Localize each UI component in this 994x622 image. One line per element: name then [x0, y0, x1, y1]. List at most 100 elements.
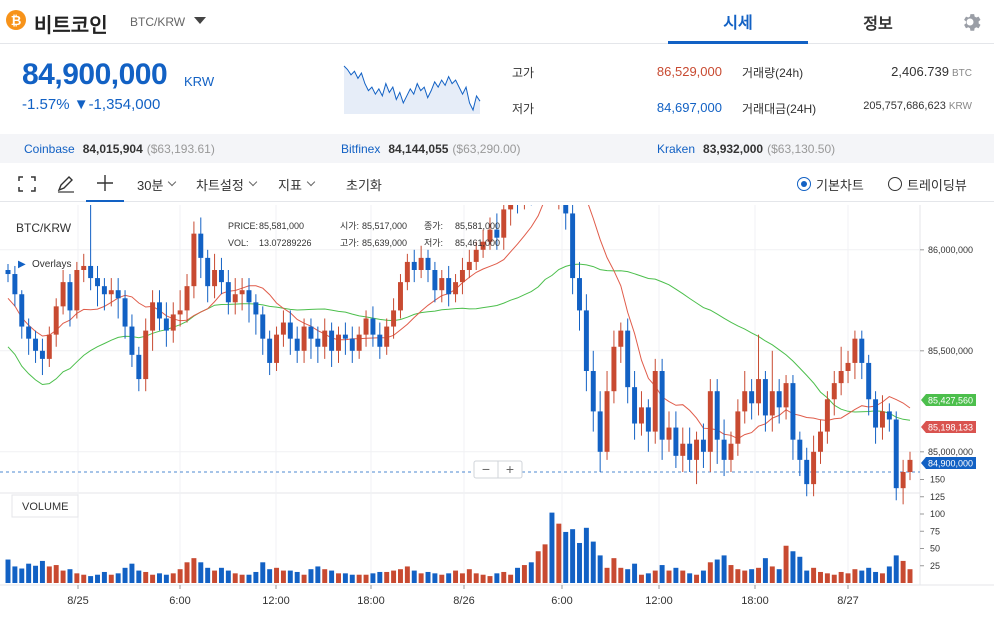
- svg-text:85,198,133: 85,198,133: [928, 423, 973, 433]
- tab-info[interactable]: 정보: [863, 16, 893, 33]
- candle-body: [583, 310, 589, 371]
- coin-pair[interactable]: BTC/KRW: [130, 15, 186, 29]
- candle-body: [26, 326, 32, 339]
- coin-name[interactable]: 비트코인: [34, 15, 108, 37]
- volume-bar: [198, 562, 204, 583]
- candle-body: [700, 439, 706, 452]
- volume-bar: [60, 570, 66, 583]
- candle-body: [446, 278, 452, 295]
- candle-body: [239, 290, 245, 295]
- volume-bar: [446, 573, 452, 583]
- volume-bar: [129, 563, 135, 583]
- volume-label: 거래량(24h): [742, 66, 804, 80]
- candle-body: [363, 318, 369, 335]
- volume-bar: [618, 567, 624, 583]
- volume-bar: [39, 560, 45, 583]
- candlestick-chart[interactable]: 86,500,00086,000,00085,500,00085,000,000…: [0, 47, 994, 622]
- overlays-toggle[interactable]: Overlays: [32, 259, 71, 270]
- volume-bar: [212, 570, 218, 583]
- svg-text:85,517,000: 85,517,000: [362, 221, 407, 231]
- candle-body: [260, 314, 266, 339]
- candle-body: [425, 257, 431, 270]
- overlays-toggle-icon[interactable]: ▶: [18, 259, 26, 270]
- volume-bar: [735, 569, 741, 583]
- price-change: -1.57% ▼-1,354,000: [22, 96, 160, 113]
- volume-bar: [673, 567, 679, 583]
- volume-bar: [459, 573, 465, 583]
- zoom-out-icon[interactable]: −: [482, 461, 490, 477]
- candle-body: [253, 302, 259, 315]
- volume-bar: [432, 573, 438, 583]
- indicators-select[interactable]: 지표: [278, 166, 316, 202]
- low-value: 84,697,000: [656, 100, 722, 115]
- fullscreen-icon[interactable]: [18, 176, 36, 192]
- sparkline-line: [343, 65, 481, 112]
- zoom-in-icon[interactable]: +: [506, 461, 514, 477]
- interval-select[interactable]: 30분: [137, 166, 177, 202]
- crosshair-icon: [97, 175, 113, 191]
- candle-body: [274, 334, 280, 363]
- candle-body: [198, 233, 204, 258]
- volume-bar: [425, 571, 431, 583]
- candle-body: [308, 326, 314, 339]
- candle-body: [501, 209, 507, 238]
- candle-body: [638, 407, 644, 424]
- coin-selector-caret-icon[interactable]: [194, 17, 206, 24]
- chart-settings-select[interactable]: 차트설정: [196, 166, 258, 202]
- volume-bar: [239, 574, 245, 583]
- volume-bar: [597, 555, 603, 583]
- candle-body: [494, 229, 500, 238]
- chevron-down-icon: [168, 177, 177, 187]
- volume-bar: [150, 574, 156, 583]
- candle-body: [577, 278, 582, 311]
- tradingview-radio[interactable]: 트레이딩뷰: [888, 166, 967, 202]
- candle-body: [783, 383, 789, 408]
- volume-bar: [652, 570, 658, 583]
- volume-bar: [694, 574, 700, 583]
- candle-body: [115, 290, 121, 299]
- candle-body: [687, 443, 693, 460]
- volume-bar: [583, 527, 589, 583]
- volume-bar: [88, 576, 94, 583]
- exchange-kraken[interactable]: Kraken 83,932,000 ($63,130.50): [657, 142, 836, 156]
- candle-body: [666, 427, 672, 440]
- time-tick-label: 8/26: [453, 595, 474, 607]
- volume-bar: [645, 573, 651, 583]
- tab-quote[interactable]: 시세: [668, 0, 808, 44]
- candle-body: [873, 399, 879, 428]
- candle-body: [694, 439, 700, 460]
- volume-bar: [205, 567, 211, 583]
- sparkline-area: [344, 66, 480, 114]
- candle-body: [163, 318, 169, 331]
- low-label: 저가: [512, 102, 535, 116]
- reset-button[interactable]: 초기화: [346, 177, 382, 193]
- candle-body: [129, 326, 135, 355]
- pencil-icon[interactable]: [56, 175, 76, 193]
- volume-bar: [274, 567, 280, 583]
- candle-body: [349, 338, 355, 351]
- candle-body: [611, 346, 617, 392]
- ma-short-badge: 85,198,133: [921, 421, 976, 433]
- volume-bar: [907, 569, 913, 583]
- basic-chart-radio[interactable]: 기본차트: [797, 166, 864, 202]
- candle-body: [108, 290, 114, 295]
- volume-bar: [707, 562, 713, 583]
- exchange-coinbase[interactable]: Coinbase 84,015,904 ($63,193.61): [24, 142, 215, 156]
- volume-bar: [838, 571, 844, 583]
- crosshair-tool[interactable]: [86, 166, 124, 202]
- candle-body: [88, 265, 94, 279]
- gear-icon[interactable]: [958, 10, 982, 34]
- volume-bar: [329, 570, 335, 583]
- volume-bar: [824, 573, 830, 583]
- volume-bar: [294, 571, 300, 583]
- candle-body: [797, 439, 803, 460]
- price-sparkline: [343, 65, 481, 114]
- svg-text:85,581,000: 85,581,000: [259, 221, 304, 231]
- exchange-bitfinex[interactable]: Bitfinex 84,144,055 ($63,290.00): [341, 142, 521, 156]
- chevron-down-icon: [306, 177, 316, 187]
- volume-bar: [218, 567, 224, 583]
- volume-bar: [831, 574, 837, 583]
- candle-body: [597, 411, 603, 452]
- candle-body: [232, 294, 238, 303]
- zoom-control[interactable]: − +: [473, 460, 523, 479]
